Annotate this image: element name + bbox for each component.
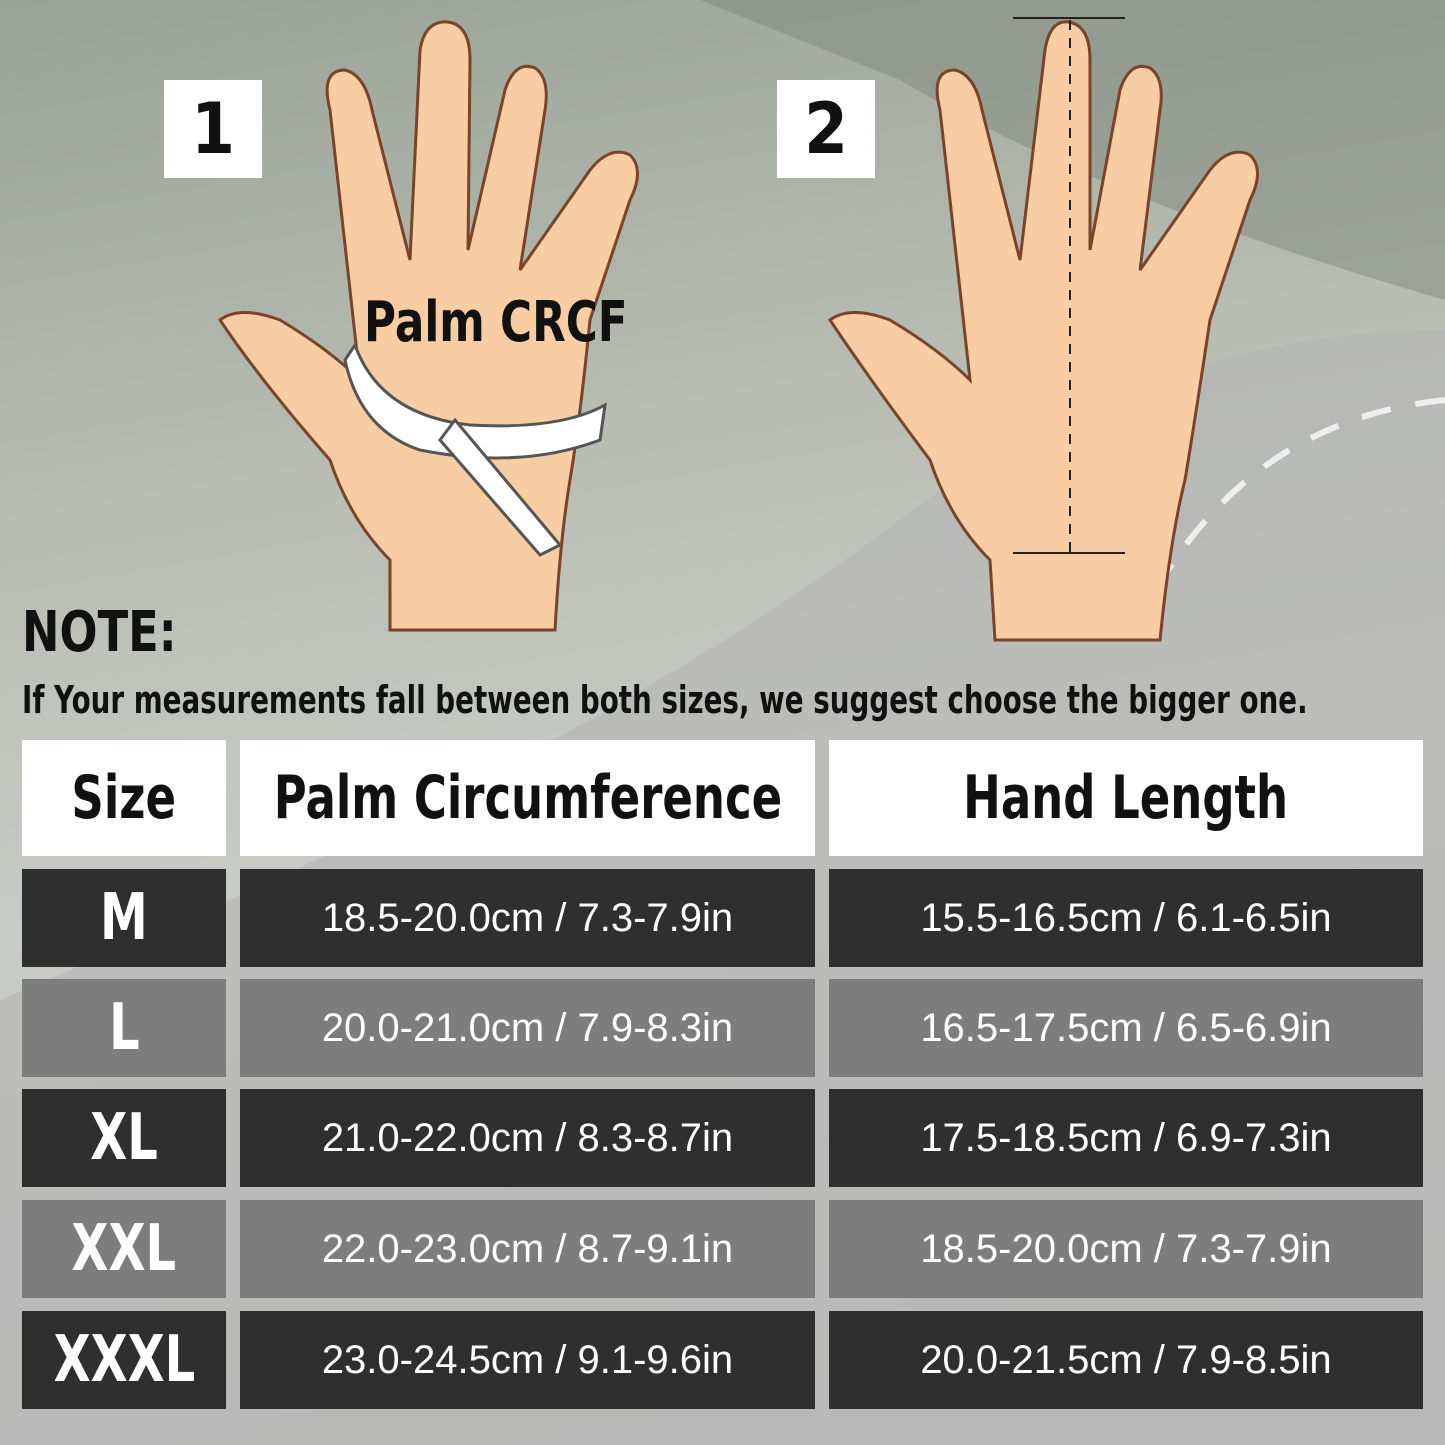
- length-value: 17.5-18.5cm / 6.9-7.3in: [920, 1115, 1332, 1160]
- table-cell-length: 16.5-17.5cm / 6.5-6.9in: [829, 979, 1423, 1077]
- palm-value: 22.0-23.0cm / 8.7-9.1in: [321, 1226, 734, 1271]
- length-value: 18.5-20.0cm / 7.3-7.9in: [920, 1226, 1332, 1271]
- hand-palm-circumference-icon: [217, 20, 639, 632]
- table-cell-length: 20.0-21.5cm / 7.9-8.5in: [829, 1311, 1423, 1409]
- palm-value: 20.0-21.0cm / 7.9-8.3in: [321, 1005, 734, 1050]
- length-value: 20.0-21.5cm / 7.9-8.5in: [920, 1337, 1332, 1382]
- palm-value: 18.5-20.0cm / 7.3-7.9in: [321, 895, 734, 940]
- palm-crcf-label: Palm CRCF: [364, 290, 628, 355]
- table-cell-palm: 23.0-24.5cm / 9.1-9.6in: [240, 1311, 815, 1409]
- table-cell-palm: 20.0-21.0cm / 7.9-8.3in: [240, 979, 815, 1077]
- table-cell-size: XL: [22, 1089, 226, 1187]
- table-cell-size: XXL: [22, 1200, 226, 1298]
- note-text: If Your measurements fall between both s…: [22, 678, 1308, 722]
- table-cell-palm: 18.5-20.0cm / 7.3-7.9in: [240, 869, 815, 967]
- table-cell-palm: 22.0-23.0cm / 8.7-9.1in: [240, 1200, 815, 1298]
- note-title: NOTE:: [22, 600, 177, 665]
- size-value: XXXL: [53, 1323, 195, 1397]
- size-value: XL: [90, 1101, 158, 1175]
- table-cell-palm: 21.0-22.0cm / 8.3-8.7in: [240, 1089, 815, 1187]
- table-cell-length: 17.5-18.5cm / 6.9-7.3in: [829, 1089, 1423, 1187]
- table-cell-size: XXXL: [22, 1311, 226, 1409]
- table-cell-length: 18.5-20.0cm / 7.3-7.9in: [829, 1200, 1423, 1298]
- palm-value: 23.0-24.5cm / 9.1-9.6in: [321, 1337, 734, 1382]
- size-value: XXL: [71, 1212, 177, 1286]
- length-value: 16.5-17.5cm / 6.5-6.9in: [920, 1005, 1332, 1050]
- table-cell-size: M: [22, 869, 226, 967]
- table-cell-length: 15.5-16.5cm / 6.1-6.5in: [829, 869, 1423, 967]
- size-value: L: [108, 991, 140, 1065]
- hand-length-icon: [827, 17, 1259, 642]
- header-palm-circumference: Palm Circumference: [240, 740, 815, 856]
- palm-value: 21.0-22.0cm / 8.3-8.7in: [321, 1115, 734, 1160]
- header-hand-length: Hand Length: [829, 740, 1423, 856]
- hand-illustrations: [217, 17, 1259, 642]
- size-value: M: [100, 881, 148, 955]
- length-value: 15.5-16.5cm / 6.1-6.5in: [920, 895, 1332, 940]
- header-size: Size: [22, 740, 226, 856]
- table-cell-size: L: [22, 979, 226, 1077]
- step-2-badge: 2: [777, 80, 875, 178]
- step-1-badge: 1: [164, 80, 262, 178]
